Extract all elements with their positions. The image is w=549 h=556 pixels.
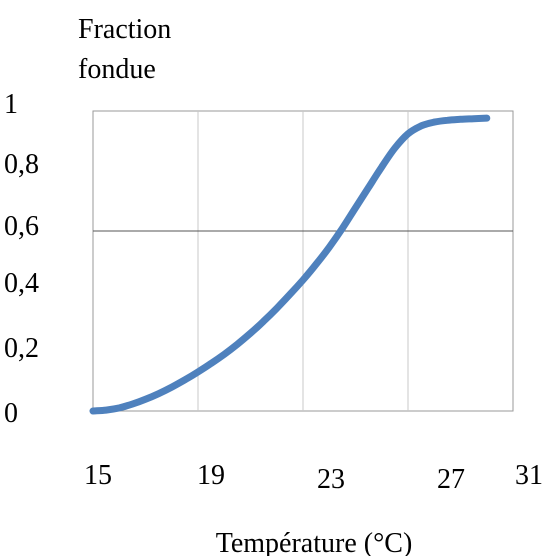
y-tick-label: 0,6 — [4, 211, 39, 242]
x-tick-label: 27 — [437, 464, 465, 495]
x-axis-title: Température (°C) — [216, 528, 413, 556]
y-tick-label: 0,2 — [4, 333, 39, 364]
y-tick-label: 0,4 — [4, 268, 39, 299]
x-tick-label: 23 — [317, 464, 345, 495]
x-tick-labels: 15 19 23 27 31 — [84, 460, 543, 495]
y-tick-label: 0 — [4, 398, 18, 429]
y-axis-title: Fraction fondue — [78, 10, 171, 90]
y-axis-title-line-2: fondue — [78, 54, 156, 85]
y-tick-labels: 0 0,2 0,4 0,6 0,8 1 — [4, 89, 39, 429]
y-tick-label: 1 — [4, 89, 18, 120]
y-axis-title-line-1: Fraction — [78, 14, 172, 45]
x-tick-label: 19 — [197, 460, 225, 491]
y-tick-label: 0,8 — [4, 149, 39, 180]
gridlines — [93, 111, 513, 411]
series-line — [89, 114, 491, 415]
x-tick-label: 31 — [515, 460, 543, 491]
x-tick-label: 15 — [84, 460, 112, 491]
